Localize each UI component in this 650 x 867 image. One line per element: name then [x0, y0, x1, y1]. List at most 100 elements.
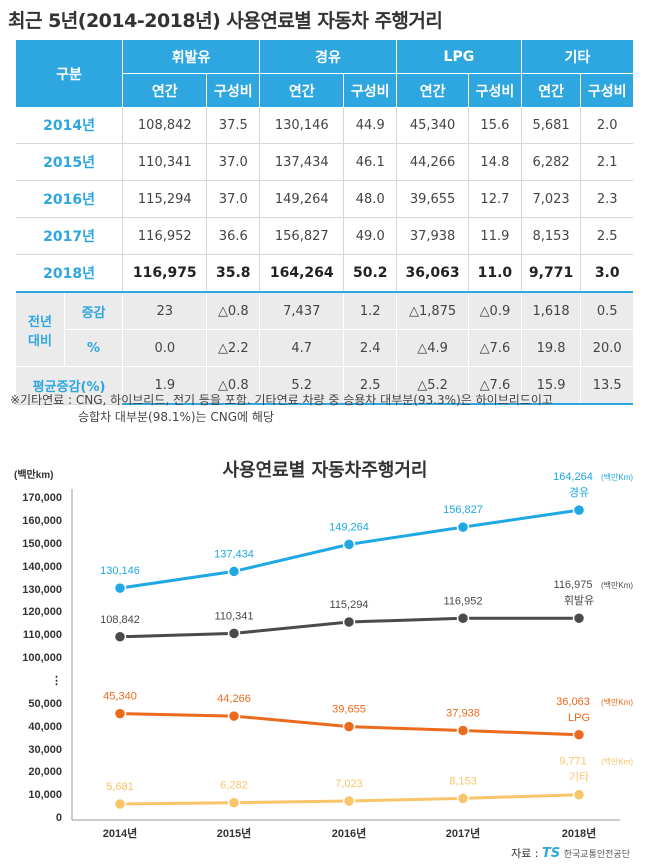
value-cell: 19.8 [520, 329, 581, 367]
y-tick-label: 0 [56, 812, 62, 824]
y-tick-label: 30,000 [28, 744, 62, 756]
data-point-diesel [342, 538, 356, 551]
value-cell: 36.6 [206, 217, 260, 255]
value-cell: 20.0 [580, 329, 633, 367]
subheader-annual: 연간 [122, 73, 207, 107]
year-cell: 2018년 [16, 254, 123, 293]
y-tick-label: 170,000 [22, 492, 62, 504]
prev-row-label: % [63, 329, 123, 367]
table-row: 평균증감(%) 1.9 △0.8 5.2 2.5 △5.2 △7.6 15.9 13.5 [16, 366, 633, 405]
subheader-ratio: 구성비 [343, 73, 397, 107]
x-tick-label: 2017년 [446, 826, 481, 840]
value-cell: 36,063 [396, 254, 469, 293]
value-cell: 44,266 [396, 143, 469, 181]
data-point-other [456, 792, 470, 805]
value-cell: △7.6 [468, 366, 522, 405]
table-row: 2014년 108,842 37.5 130,146 44.9 45,340 15.6 5,6… [16, 107, 633, 144]
year-cell: 2015년 [16, 143, 123, 181]
data-label-lpg: 44,266 [217, 693, 251, 705]
table-row: 2016년 115,294 37.0 149,264 48.0 39,655 12.7 7,0… [16, 180, 633, 218]
prev-row-label: 증감 [63, 291, 123, 330]
y-tick-label: 10,000 [28, 789, 62, 801]
subheader-annual: 연간 [396, 73, 469, 107]
value-cell: 0.0 [122, 329, 207, 367]
year-cell: 2016년 [16, 180, 123, 218]
y-tick-label: 150,000 [22, 538, 62, 550]
data-point-lpg [572, 728, 586, 742]
data-label-unit-gasoline: (백만Km) [601, 580, 633, 590]
value-cell: 50.2 [343, 254, 397, 293]
subheader-ratio: 구성비 [580, 73, 633, 107]
x-tick-label: 2016년 [332, 826, 367, 840]
y-axis-label: (백만km) [14, 468, 54, 481]
value-cell: △4.9 [396, 329, 469, 367]
value-cell: 1,618 [520, 291, 581, 330]
data-label-diesel: 149,264 [329, 521, 369, 533]
value-cell: 7,437 [259, 291, 344, 330]
data-point-gasoline [342, 615, 356, 629]
x-tick-label: 2015년 [217, 826, 252, 840]
data-label-other: 9,771 [559, 756, 587, 768]
value-cell: 13.5 [580, 366, 633, 405]
source-credit: 자료 : TS 한국교통안전공단 [511, 845, 630, 861]
footnote-line2: 승합차 대부분(98.1%)는 CNG에 해당 [78, 410, 274, 424]
y-tick-label: 110,000 [23, 629, 62, 641]
data-point-gasoline [227, 627, 241, 640]
data-point-other [572, 788, 586, 801]
value-cell: 8,153 [520, 217, 581, 255]
footnote: ※기타연료 : CNG, 하이브리드, 전기 등을 포함. 기타연료 차량 중 … [10, 392, 553, 426]
table-row: 2017년 116,952 36.6 156,827 49.0 37,938 11.9 8,1… [16, 217, 633, 255]
year-cell: 2017년 [16, 217, 123, 255]
value-cell: 137,434 [259, 143, 344, 181]
data-point-diesel [456, 520, 470, 534]
data-point-gasoline [572, 611, 586, 625]
value-cell: 49.0 [343, 217, 397, 255]
source-org: 한국교통안전공단 [563, 850, 630, 860]
value-cell: 2.5 [580, 217, 633, 255]
data-label-gasoline: 115,294 [330, 599, 369, 611]
value-cell: 23 [122, 291, 207, 330]
value-cell: 130,146 [259, 107, 344, 144]
value-cell: 9,771 [520, 254, 581, 293]
value-cell: 37.0 [206, 180, 260, 218]
data-point-lpg [342, 720, 356, 733]
value-cell: 2.5 [343, 366, 397, 405]
value-cell: 2.1 [580, 143, 633, 181]
series-name-other: 기타 [569, 771, 589, 784]
value-cell: 15.6 [468, 107, 522, 144]
value-cell: 45,340 [396, 107, 469, 144]
data-point-other [342, 794, 356, 808]
value-cell: 37,938 [396, 217, 469, 255]
data-label-other: 8,153 [449, 775, 477, 787]
data-point-lpg [456, 724, 470, 737]
header-other: 기타 [520, 40, 633, 74]
data-label-other: 6,282 [220, 780, 248, 792]
value-cell: 37.5 [206, 107, 260, 144]
value-cell: 149,264 [259, 180, 344, 218]
value-cell: 156,827 [259, 217, 344, 255]
data-point-lpg [227, 709, 241, 723]
value-cell: 14.8 [468, 143, 522, 181]
y-tick-label: 120,000 [22, 606, 62, 618]
value-cell: 2.0 [580, 107, 633, 144]
footnote-line1: ※기타연료 : CNG, 하이브리드, 전기 등을 포함. 기타연료 차량 중 … [10, 393, 553, 407]
value-cell: △0.9 [468, 291, 522, 330]
value-cell: 46.1 [343, 143, 397, 181]
subheader-ratio: 구성비 [468, 73, 522, 107]
value-cell: 6,282 [520, 143, 581, 181]
value-cell: 48.0 [343, 180, 397, 218]
data-label-unit-diesel: (백만Km) [601, 472, 633, 482]
table-row: % 0.0 △2.2 4.7 2.4 △4.9 △7.6 19.8 20.0 [16, 329, 633, 367]
avg-row-label: 평균증감(%) [16, 366, 123, 405]
value-cell: △0.8 [206, 366, 260, 405]
value-cell: 0.5 [580, 291, 633, 330]
header-group: 구분 [16, 40, 123, 107]
value-cell: △1,875 [396, 291, 469, 330]
y-tick-label: 160,000 [22, 515, 62, 527]
y-tick-label: ⋮ [51, 675, 62, 687]
subheader-annual: 연간 [259, 73, 344, 107]
value-cell: 44.9 [343, 107, 397, 144]
data-label-diesel: 164,264 [553, 471, 593, 483]
x-tick-label: 2018년 [562, 826, 597, 840]
